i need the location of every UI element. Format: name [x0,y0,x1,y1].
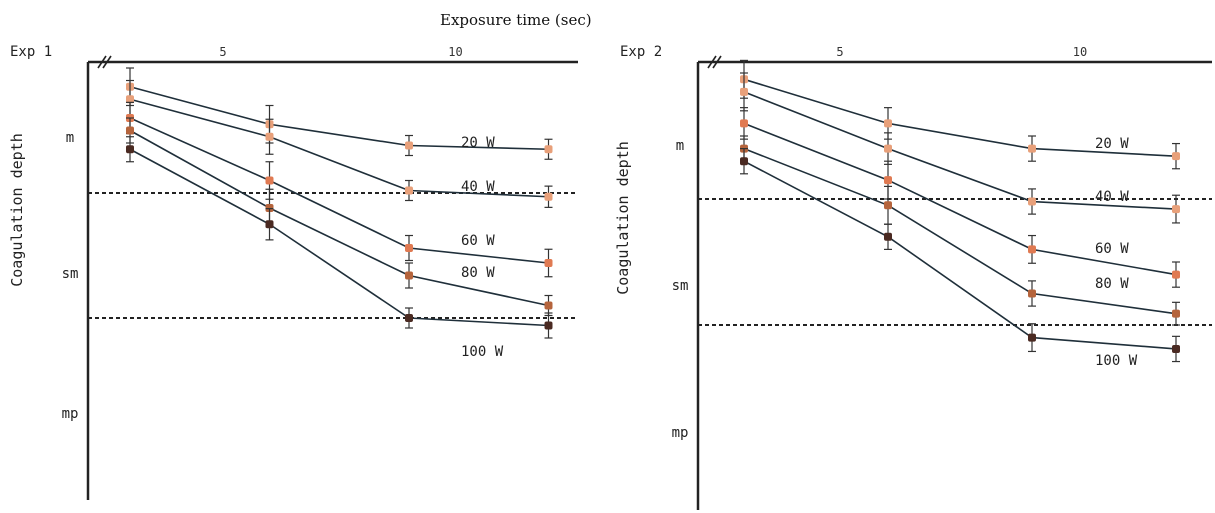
y-category-label: mp [672,425,689,441]
data-point [1028,245,1036,254]
data-point [544,301,553,310]
data-point [544,192,553,201]
series-line [743,147,1177,315]
series-line [743,160,1177,350]
figure-title: Exposure time (sec) [440,11,592,29]
x-tick-label: 10 [1073,45,1087,59]
data-point [265,220,274,229]
data-point [1028,144,1036,153]
data-point [126,145,134,154]
data-point [544,145,553,154]
data-point [1172,270,1180,279]
data-point [1028,333,1036,342]
series-label: 80 W [461,265,495,281]
y-category-label: sm [672,278,689,294]
y-category-label: m [66,130,74,146]
panel-label: Exp 1 [10,44,52,60]
series-line [743,122,1177,276]
data-point [740,119,748,128]
data-point [544,259,553,267]
data-point [405,314,413,322]
data-point [1028,289,1036,298]
y-category-label: m [676,138,684,154]
y-category-label: sm [62,266,79,282]
series-line [743,78,1177,157]
axis-break-mark [102,55,112,69]
data-point [405,141,413,150]
data-point [405,271,413,280]
x-tick-label: 5 [219,45,226,59]
series-label: 80 W [1095,276,1129,292]
series-label: 40 W [461,179,495,195]
data-point [884,232,892,241]
series-label: 20 W [1095,136,1129,152]
axis-break-mark [712,55,722,69]
series-label: 20 W [461,135,495,151]
series-line [129,117,549,264]
data-point [265,132,274,141]
data-point [884,201,892,210]
series-line [129,85,549,151]
data-point [884,144,892,153]
data-point [740,157,748,166]
y-axis-label: Coagulation depth [8,133,26,287]
series-line [129,148,549,327]
series-line [129,98,549,198]
series-line [743,91,1177,210]
data-point [405,186,413,195]
series-label: 40 W [1095,189,1129,205]
series-label: 60 W [1095,241,1129,257]
data-point [1172,152,1180,161]
data-point [884,176,892,185]
x-tick-label: 10 [448,45,462,59]
series-label: 100 W [461,344,504,360]
data-point [265,204,274,212]
axis-break-mark [97,55,107,69]
data-point [1028,197,1036,206]
series-label: 60 W [461,233,495,249]
data-point [1172,205,1180,214]
series-label: 100 W [1095,353,1138,369]
data-point [740,87,748,96]
data-point [884,119,892,128]
panel-label: Exp 2 [620,44,662,60]
data-point [1172,309,1180,318]
data-point [265,176,274,185]
y-axis-label: Coagulation depth [614,141,632,295]
data-point [405,244,413,252]
data-point [126,95,134,104]
data-point [1172,344,1180,353]
axis-break-mark [707,55,717,69]
series-line [129,129,549,307]
data-point [126,126,134,135]
x-tick-label: 5 [836,45,843,59]
y-category-label: mp [62,406,79,422]
data-point [544,321,553,330]
